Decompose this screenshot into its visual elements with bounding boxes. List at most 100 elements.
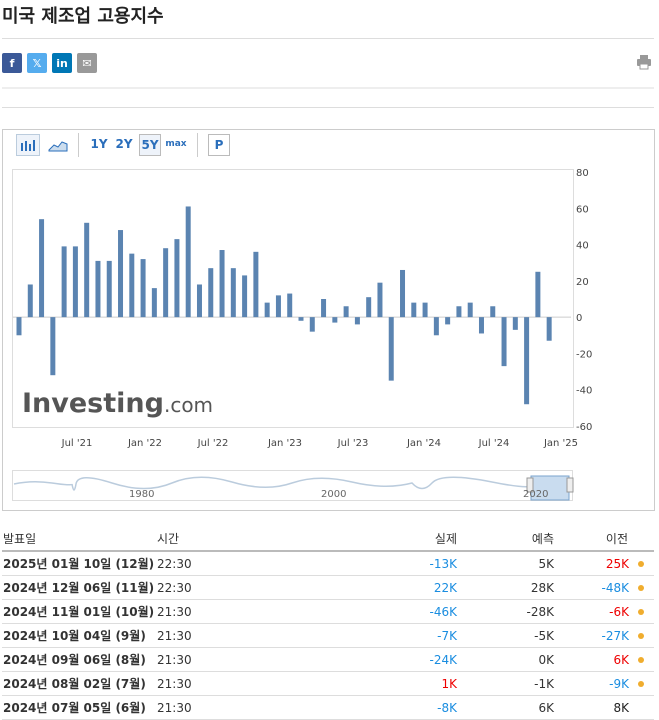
bar[interactable] <box>16 317 22 336</box>
x-tick-label: Jul '23 <box>337 438 369 449</box>
row-previous: -9K <box>609 676 629 691</box>
print-icon[interactable] <box>636 54 652 70</box>
bar[interactable] <box>95 260 101 318</box>
bar[interactable] <box>50 317 56 376</box>
divider <box>2 107 654 108</box>
bar[interactable] <box>151 288 157 318</box>
p-button[interactable]: P <box>208 134 230 156</box>
bar[interactable] <box>422 302 428 318</box>
bar[interactable] <box>39 219 45 318</box>
row-forecast: -28K <box>458 599 555 624</box>
row-forecast: 6K <box>458 695 555 720</box>
bar[interactable] <box>219 250 225 318</box>
bar[interactable] <box>343 306 349 318</box>
bar[interactable] <box>535 271 541 318</box>
range-2y-button[interactable]: 2Y <box>115 137 133 151</box>
bar[interactable] <box>72 246 78 318</box>
y-tick-label: 20 <box>576 277 589 288</box>
bar[interactable] <box>512 317 518 330</box>
bar[interactable] <box>106 260 112 318</box>
range-5y-button[interactable]: 5Y <box>139 134 161 156</box>
row-date: 2024년 08월 02일 (7월) <box>2 671 156 696</box>
y-tick-label: 0 <box>576 313 582 324</box>
y-tick-label: -20 <box>576 349 592 360</box>
bar[interactable] <box>467 302 473 318</box>
revision-dot-icon <box>638 633 644 639</box>
bar[interactable] <box>129 253 135 318</box>
toolbar-separator <box>197 133 198 157</box>
chart-container <box>2 129 655 511</box>
x-icon[interactable]: 𝕏 <box>27 53 47 73</box>
range-navigator[interactable]: 1980 2000 2020 <box>12 470 578 502</box>
row-date: 2024년 07월 05일 (6월) <box>2 695 156 720</box>
range-1y-button[interactable]: 1Y <box>90 137 108 151</box>
bar[interactable] <box>411 302 417 318</box>
bar[interactable] <box>433 317 439 336</box>
col-time[interactable]: 시간 <box>156 526 278 552</box>
email-icon[interactable]: ✉ <box>77 53 97 73</box>
row-time: 22:30 <box>156 575 278 600</box>
row-previous: 25K <box>605 556 629 571</box>
bar[interactable] <box>478 317 484 334</box>
x-tick-label: Jul '24 <box>478 438 510 449</box>
col-forecast[interactable]: 예측 <box>458 526 555 552</box>
investing-logo: Investing.com <box>22 388 214 419</box>
row-forecast: -5K <box>458 623 555 648</box>
y-tick-label: -40 <box>576 386 592 397</box>
col-date[interactable]: 발표일 <box>2 526 156 552</box>
bar[interactable] <box>230 268 236 318</box>
area-chart-icon[interactable] <box>47 134 69 156</box>
bar[interactable] <box>490 306 496 318</box>
divider <box>2 87 654 89</box>
table-row: 2024년 09월 06일 (8월) 21:30 -24K 0K 6K <box>2 647 654 672</box>
bar[interactable] <box>253 251 259 318</box>
bar[interactable] <box>185 206 191 318</box>
bar[interactable] <box>275 295 281 318</box>
toolbar-separator <box>78 133 79 157</box>
row-forecast: 28K <box>458 575 555 600</box>
bar[interactable] <box>84 222 90 318</box>
row-date: 2024년 11월 01일 (10월) <box>2 599 156 624</box>
bar[interactable] <box>524 317 530 405</box>
bar[interactable] <box>309 317 315 332</box>
bar[interactable] <box>377 282 383 318</box>
col-previous[interactable]: 이전 <box>555 526 654 552</box>
bar[interactable] <box>456 306 462 318</box>
linkedin-icon[interactable]: in <box>52 53 72 73</box>
row-time: 22:30 <box>156 551 278 576</box>
col-actual[interactable]: 실제 <box>278 526 458 552</box>
row-actual: 22K <box>278 575 458 600</box>
row-date: 2024년 09월 06일 (8월) <box>2 647 156 672</box>
bar[interactable] <box>264 302 270 318</box>
y-tick-label: 80 <box>576 168 589 179</box>
bar-chart-icon[interactable] <box>16 134 40 156</box>
bar[interactable] <box>242 275 248 318</box>
bar[interactable] <box>118 230 124 318</box>
table-row: 2024년 07월 05일 (6월) 21:30 -8K 6K 8K <box>2 695 654 720</box>
bar[interactable] <box>208 268 214 318</box>
bar[interactable] <box>388 317 394 381</box>
row-date: 2025년 01월 10일 (12월) <box>2 551 156 576</box>
bar[interactable] <box>546 317 552 341</box>
bar[interactable] <box>298 317 304 321</box>
bar[interactable] <box>140 259 146 318</box>
bar[interactable] <box>501 317 507 367</box>
bar[interactable] <box>27 284 33 318</box>
range-max-button[interactable]: max <box>165 139 187 149</box>
bar[interactable] <box>163 248 169 318</box>
row-actual: 1K <box>278 671 458 696</box>
bar[interactable] <box>400 269 406 318</box>
facebook-icon[interactable]: f <box>2 53 22 73</box>
bar[interactable] <box>61 246 67 318</box>
bar[interactable] <box>196 284 202 318</box>
bar[interactable] <box>287 293 293 318</box>
x-tick-label: Jan '24 <box>406 438 441 449</box>
x-tick-label: Jan '23 <box>267 438 302 449</box>
table-row: 2024년 11월 01일 (10월) 21:30 -46K -28K -6K <box>2 599 654 624</box>
bar[interactable] <box>332 317 338 323</box>
bar[interactable] <box>366 297 372 318</box>
bar[interactable] <box>445 317 451 325</box>
bar[interactable] <box>174 239 180 318</box>
bar[interactable] <box>354 317 360 325</box>
bar[interactable] <box>321 299 327 318</box>
